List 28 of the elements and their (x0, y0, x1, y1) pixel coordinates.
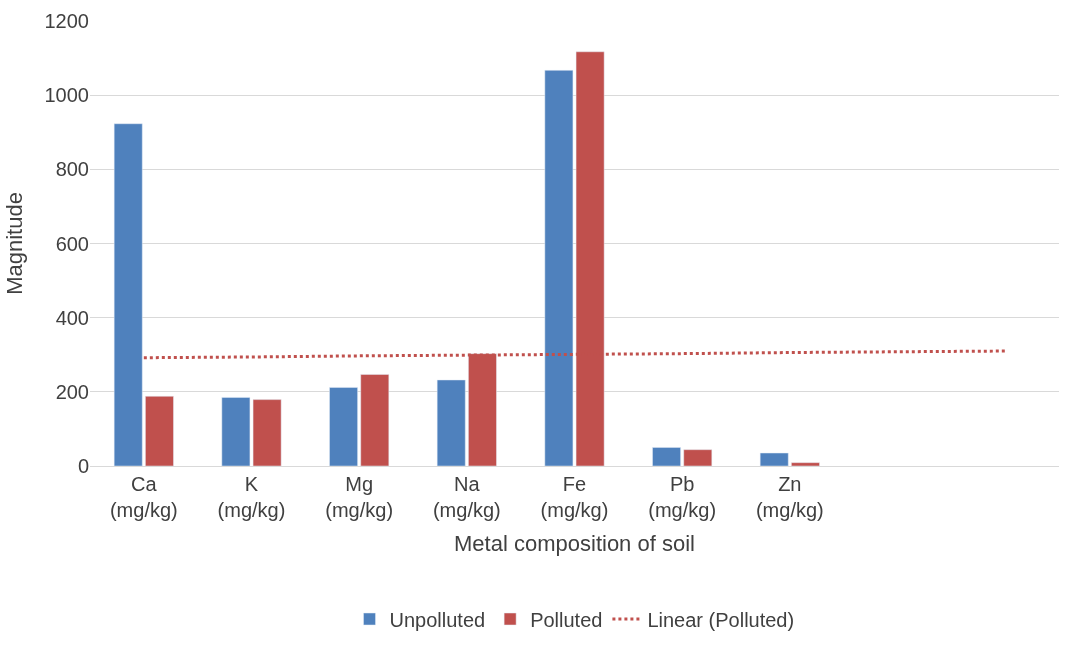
x-tick-label: Mg (mg/kg) (325, 473, 394, 521)
legend-label: Linear (Polluted) (647, 608, 795, 631)
bar (145, 396, 174, 466)
bar (436, 379, 466, 466)
y-tick-label: 400 (55, 306, 89, 329)
x-tick-label: Pb (mg/kg) (648, 473, 717, 521)
y-tick-label: 1000 (44, 84, 89, 107)
y-tick-label: 600 (55, 232, 89, 255)
bar (683, 449, 713, 466)
bar (652, 447, 681, 466)
legend-label: Unpolluted (389, 608, 486, 631)
bar (791, 462, 820, 466)
bar (329, 387, 358, 466)
x-tick-label: Na (mg/kg) (432, 473, 501, 521)
bar (113, 123, 143, 466)
x-tick-label: K (mg/kg) (217, 473, 286, 521)
bar (759, 452, 789, 466)
y-tick-label: 0 (77, 455, 89, 477)
y-axis-title: Magnitude (2, 192, 28, 295)
y-tick-label: 800 (55, 158, 89, 181)
x-tick-label: Fe (mg/kg) (540, 473, 609, 521)
legend-label: Polluted (530, 608, 603, 631)
x-tick-label: Ca (mg/kg) (109, 473, 178, 521)
x-tick-label: Zn (mg/kg) (755, 473, 824, 521)
y-tick-label: 200 (55, 380, 89, 403)
x-axis-title: Metal composition of soil (454, 530, 695, 556)
y-tick-label: 1200 (44, 10, 89, 32)
bar (360, 374, 390, 466)
